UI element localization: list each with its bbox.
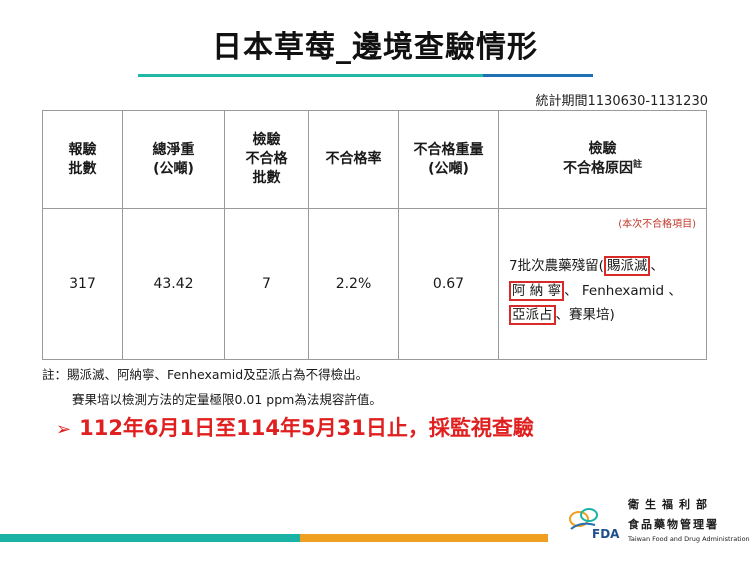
table-row: 317 43.42 7 2.2% 0.67 (本次不合格項目) 7批次農藥殘留(… (42, 208, 707, 360)
agency-english-name: Taiwan Food and Drug Administration (628, 535, 750, 543)
highlighted-pesticide: 亞派占 (509, 305, 556, 326)
fda-logo-text: FDA (592, 527, 620, 541)
fda-logo-icon (569, 508, 598, 530)
header-failure-reason: 檢驗 不合格原因註 (498, 110, 707, 209)
monitoring-notice-text: 112年6月1日至114年5月31日止，採監視查驗 (79, 416, 534, 440)
footnote-marker: 註 (632, 160, 642, 171)
highlighted-pesticide: 阿 納 寧 (509, 280, 565, 301)
arrow-bullet-icon: ➢ (56, 419, 72, 440)
highlighted-pesticide: 賜派滅 (603, 255, 651, 276)
agency-zh-line1: 衛生福利部 (628, 498, 713, 511)
page-title: 日本草莓_邊境查驗情形 (212, 30, 538, 65)
cell-failed-weight: 0.67 (398, 208, 499, 360)
inspection-table: 報驗 批數 總淨重 (公噸) 檢驗 不合格 批數 不合格率 不合格重量 (公噸) 檢驗 不合… (42, 110, 707, 360)
footer-bar (0, 534, 548, 542)
cell-net-weight: 43.42 (122, 208, 225, 360)
table-header-row: 報驗 批數 總淨重 (公噸) 檢驗 不合格 批數 不合格率 不合格重量 (公噸) 檢驗 不合… (42, 110, 707, 209)
reason-note: (本次不合格項目) (618, 219, 696, 230)
cell-failure-rate: 2.2% (308, 208, 399, 360)
agency-zh-line2: 食品藥物管理署 (628, 518, 719, 531)
cell-failed-batches: 7 (224, 208, 309, 360)
header-failed-weight: 不合格重量 (公噸) (398, 110, 499, 209)
monitoring-notice: ➢ 112年6月1日至114年5月31日止，採監視查驗 (56, 412, 534, 442)
agency-name: 衛生福利部 食品藥物管理署 Taiwan Food and Drug Admin… (628, 496, 750, 543)
cell-batches: 317 (42, 208, 123, 360)
footer-bar-accent (300, 534, 548, 542)
title-underline-accent (483, 74, 593, 77)
reason-text: 7批次農藥殘留(賜派滅、 阿 納 寧、 Fenhexamid 、 亞派占 、賽果培… (509, 255, 682, 326)
header-failed-batches: 檢驗 不合格 批數 (224, 110, 309, 209)
footnote-line-1: 註：賜派滅、阿納寧、Fenhexamid及亞派占為不得檢出。 (42, 367, 369, 382)
title-underline (138, 74, 593, 77)
header-net-weight: 總淨重 (公噸) (122, 110, 225, 209)
header-batches: 報驗 批數 (42, 110, 123, 209)
cell-failure-reason: (本次不合格項目) 7批次農藥殘留(賜派滅、 阿 納 寧、 Fenhexamid… (498, 208, 707, 360)
header-failure-rate: 不合格率 (308, 110, 399, 209)
footnote-line-2: 賽果培以檢測方法的定量極限0.01 ppm為法規容許值。 (72, 392, 382, 407)
statistics-period: 統計期間1130630-1131230 (535, 94, 709, 109)
